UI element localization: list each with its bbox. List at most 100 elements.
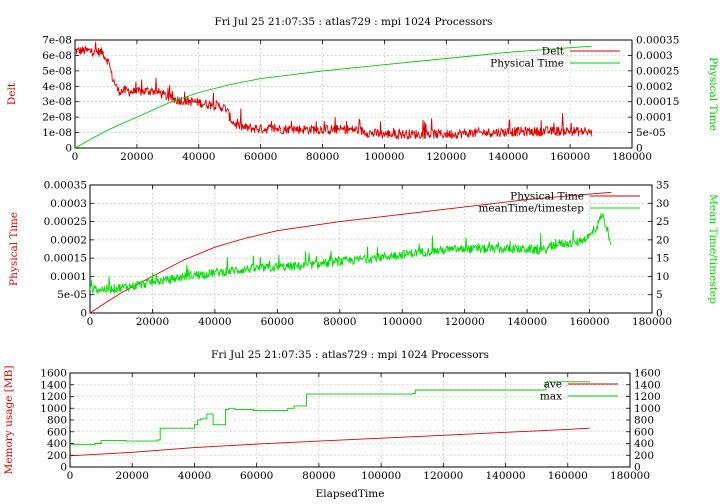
x-tick-label: 40000 [198, 316, 231, 328]
plot-frame [69, 372, 631, 468]
legend-label: Physical Time [490, 58, 564, 70]
y-tick-label: 0.0002 [50, 234, 87, 246]
x-tick-label: 80000 [306, 151, 339, 163]
y2-tick-label: 0.00015 [636, 96, 679, 108]
y-tick-label: 0.0003 [50, 198, 87, 210]
legend-label: Delt [542, 46, 565, 58]
series-line-physical-time [89, 191, 612, 314]
y2-tick-label: 5 [656, 289, 663, 301]
y-tick-label: 0 [80, 308, 87, 320]
y2-axis-label: Physical Time [707, 57, 719, 131]
x-tick-label: 60000 [261, 316, 294, 328]
plot-frame [89, 184, 653, 314]
y-tick-label: 600 [47, 426, 67, 438]
series-line-max [70, 381, 591, 446]
y-tick-label: 0 [60, 462, 67, 474]
y-tick-label: 1200 [40, 391, 67, 403]
y2-tick-label: 0 [636, 143, 643, 155]
y2-tick-label: 0.0001 [636, 112, 673, 124]
x-tick-label: 100000 [382, 316, 422, 328]
y2-tick-label: 35 [656, 180, 669, 192]
y2-tick-label: 0 [634, 462, 641, 474]
chart-panel-2 [89, 184, 653, 314]
series-line-delt [74, 41, 593, 141]
y2-tick-label: 400 [634, 438, 654, 450]
series-line-physical-time [74, 45, 592, 149]
y-tick-label: 0.00025 [44, 216, 87, 228]
x-tick-label: 0 [72, 151, 79, 163]
x-tick-label: 160000 [570, 316, 610, 328]
y-tick-label: 2e-08 [42, 112, 72, 124]
y2-tick-label: 0.0002 [636, 81, 673, 93]
y2-tick-label: 0.00025 [636, 65, 679, 77]
y2-tick-label: 10 [656, 271, 669, 283]
x-tick-label: 120000 [445, 316, 485, 328]
legend-label: meanTime/timestep [478, 203, 584, 215]
y-tick-label: 0.00035 [44, 180, 87, 192]
plot-frame [74, 39, 633, 149]
y-tick-label: 1600 [40, 368, 67, 380]
legend-label: Physical Time [510, 191, 584, 203]
y-tick-label: 3e-08 [42, 96, 72, 108]
y-tick-label: 200 [47, 450, 67, 462]
x-tick-label: 120000 [426, 151, 466, 163]
chart-title: Fri Jul 25 21:07:35 : atlas729 : mpi 102… [215, 16, 493, 28]
x-tick-label: 60000 [244, 151, 277, 163]
x-tick-label: 140000 [486, 470, 526, 482]
y2-tick-label: 1600 [634, 368, 661, 380]
y2-tick-label: 1000 [634, 403, 661, 415]
y-tick-label: 400 [47, 438, 67, 450]
x-tick-label: 80000 [323, 316, 356, 328]
y2-tick-label: 200 [634, 450, 654, 462]
y2-tick-label: 1400 [634, 379, 661, 391]
x-tick-label: 60000 [240, 470, 273, 482]
legend-label: max [540, 391, 562, 403]
y2-tick-label: 20 [656, 234, 669, 246]
y2-tick-label: 800 [634, 415, 654, 427]
x-tick-label: 20000 [120, 151, 153, 163]
y2-tick-label: 25 [656, 216, 669, 228]
x-tick-label: 20000 [136, 316, 169, 328]
y2-tick-label: 1200 [634, 391, 661, 403]
y-tick-label: 0.00015 [44, 253, 87, 265]
y2-tick-label: 0.00035 [636, 35, 679, 47]
x-tick-label: 40000 [182, 151, 215, 163]
y-tick-label: 0.0001 [50, 271, 87, 283]
y-axis-label: Memory usage [MB] [3, 366, 15, 475]
x-tick-label: 140000 [488, 151, 528, 163]
x-tick-label: 160000 [550, 151, 590, 163]
x-tick-label: 80000 [302, 470, 335, 482]
y-tick-label: 800 [47, 415, 67, 427]
x-tick-label: 100000 [364, 151, 404, 163]
series-line-ave [69, 427, 590, 457]
y-tick-label: 5e-08 [42, 65, 72, 77]
x-tick-label: 0 [87, 316, 94, 328]
y-tick-label: 0 [65, 143, 72, 155]
y-tick-label: 1000 [40, 403, 67, 415]
y-tick-label: 1e-08 [42, 127, 72, 139]
y2-tick-label: 0 [656, 308, 663, 320]
y-tick-label: 7e-08 [42, 35, 72, 47]
x-tick-label: 180000 [632, 316, 672, 328]
y2-tick-label: 30 [656, 198, 669, 210]
y-tick-label: 6e-08 [42, 50, 72, 62]
x-tick-label: 120000 [423, 470, 463, 482]
y-axis-label: Delt [6, 82, 18, 105]
x-tick-label: 40000 [178, 470, 211, 482]
y2-tick-label: 0.0003 [636, 50, 673, 62]
x-tick-label: 180000 [612, 151, 652, 163]
chart-panel-3 [69, 372, 631, 468]
y-axis-label: Physical Time [8, 212, 20, 286]
chart-title: Fri Jul 25 21:07:35 : atlas729 : mpi 102… [211, 349, 489, 361]
chart-panel-1 [74, 39, 633, 149]
x-tick-label: 160000 [548, 470, 588, 482]
y2-tick-label: 600 [634, 426, 654, 438]
y2-tick-label: 15 [656, 253, 669, 265]
y2-axis-label: Mean Time/timestep [707, 194, 719, 304]
x-tick-label: 0 [67, 470, 74, 482]
x-tick-label: 20000 [116, 470, 149, 482]
legend-label: ave [544, 379, 562, 391]
x-tick-label: 140000 [507, 316, 547, 328]
y-tick-label: 1400 [40, 379, 67, 391]
